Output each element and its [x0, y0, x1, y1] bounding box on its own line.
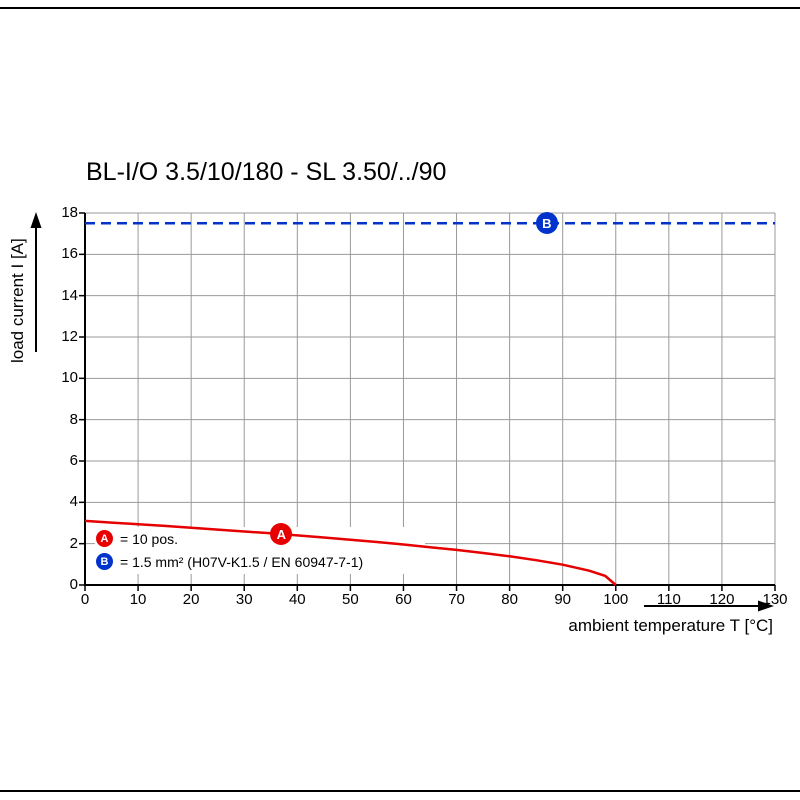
- series-b-marker: B: [535, 212, 558, 235]
- x-tick-label: 30: [235, 591, 253, 608]
- x-tick-label: 50: [342, 591, 359, 608]
- x-tick-label: 110: [656, 591, 681, 608]
- y-tick-label: 4: [69, 493, 78, 511]
- y-axis-arrow-head: [30, 212, 42, 228]
- x-tick-label: 130: [762, 591, 788, 608]
- x-tick-label: 80: [501, 591, 518, 608]
- x-tick-label: 20: [182, 591, 200, 608]
- y-tick-label: 16: [61, 245, 78, 263]
- y-tick-label: 14: [61, 286, 78, 304]
- y-tick-label: 18: [61, 204, 78, 221]
- series-a-legend-marker: A: [96, 530, 113, 547]
- x-tick-label: 100: [603, 591, 629, 608]
- series-a-marker: A: [270, 523, 293, 546]
- legend-item-a-text: = 10 pos.: [120, 530, 178, 547]
- x-tick-label: 10: [129, 591, 147, 608]
- legend-item-a: A = 10 pos.: [96, 527, 426, 550]
- x-tick-label: 60: [395, 591, 412, 608]
- x-tick-label: 90: [554, 591, 572, 608]
- x-tick-label: 40: [288, 591, 306, 608]
- series-a-curve: [84, 519, 617, 586]
- x-tick-label: 0: [80, 591, 90, 608]
- legend: A = 10 pos. B = 1.5 mm² (H07V-K1.5 / EN …: [96, 527, 426, 573]
- y-tick-label: 12: [61, 328, 78, 345]
- x-axis-arrow-head: [758, 600, 774, 612]
- x-axis-label: ambient temperature T [°C]: [568, 616, 773, 635]
- legend-item-b: B = 1.5 mm² (H07V-K1.5 / EN 60947-7-1): [96, 550, 426, 573]
- y-tick-label: 0: [69, 576, 78, 593]
- top-rule: [0, 7, 800, 9]
- series-b-legend-marker: B: [96, 553, 113, 570]
- y-tick-label: 8: [69, 410, 78, 428]
- bottom-rule: [0, 790, 800, 792]
- y-tick-label: 6: [69, 452, 78, 469]
- y-tick-label: 2: [69, 534, 78, 552]
- legend-item-b-text: = 1.5 mm² (H07V-K1.5 / EN 60947-7-1): [120, 553, 364, 570]
- y-tick-label: 10: [61, 369, 78, 387]
- y-axis-label: load current I [A]: [8, 238, 27, 363]
- x-tick-label: 70: [448, 591, 465, 608]
- legend-background: [95, 527, 425, 574]
- x-tick-label: 120: [709, 591, 735, 608]
- chart-title: BL-I/O 3.5/10/180 - SL 3.50/../90: [86, 158, 447, 186]
